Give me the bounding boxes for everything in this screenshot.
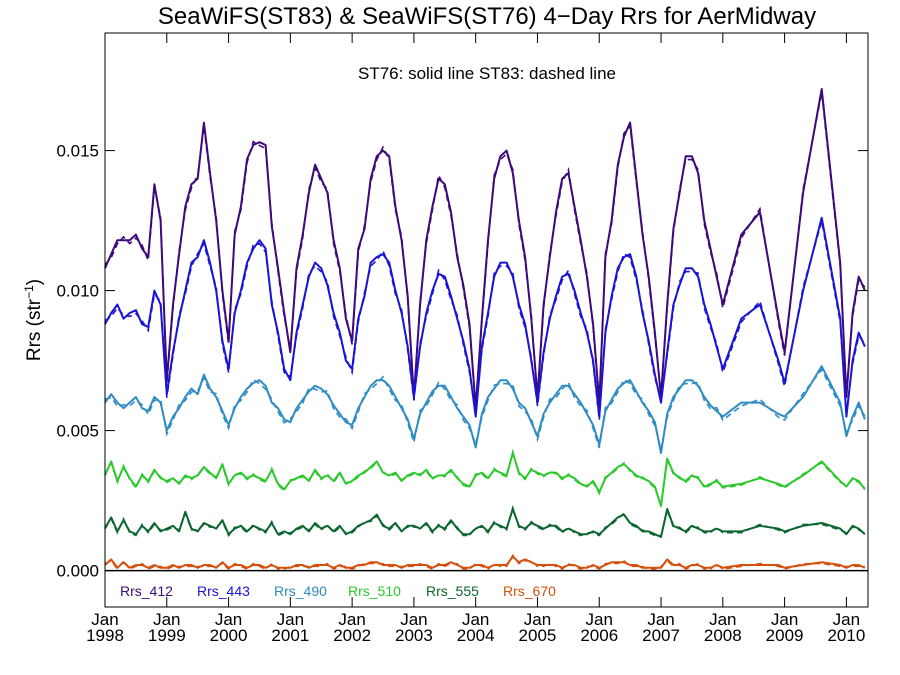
- legend: Rrs_412 Rrs_443 Rrs_490 Rrs_510 Rrs_555 Rrs_6…: [120, 583, 556, 599]
- series-line-rrs-443-solid: [104, 216, 866, 418]
- x-tick-month-label: Jan: [709, 610, 736, 629]
- legend-entry: Rrs_412: [120, 583, 173, 599]
- series-line-rrs-670-dashed: [104, 553, 865, 571]
- x-tick-month-label: Jan: [524, 610, 551, 629]
- x-tick-month-label: Jan: [462, 610, 489, 629]
- y-tick-label: 0.015: [56, 142, 99, 161]
- x-tick-year-label: 2010: [827, 626, 865, 645]
- chart-title: SeaWiFS(ST83) & SeaWiFS(ST76) 4−Day Rrs …: [158, 3, 816, 30]
- x-tick-year-label: 1998: [86, 626, 124, 645]
- x-tick-month-label: Jan: [277, 610, 304, 629]
- series-line-rrs-490-dashed: [104, 368, 866, 450]
- x-tick-month-label: Jan: [400, 610, 427, 629]
- legend-entry: Rrs_510: [348, 583, 401, 599]
- series-line-rrs-510-dashed: [104, 448, 866, 506]
- legend-entry: Rrs_443: [197, 583, 250, 599]
- series-line-rrs-555-dashed: [104, 504, 866, 538]
- x-tick-month-label: Jan: [771, 610, 798, 629]
- series-line-rrs-510-solid: [104, 452, 866, 508]
- x-tick-month-label: Jan: [215, 610, 242, 629]
- x-tick-year-label: 2006: [580, 626, 618, 645]
- series-line-rrs-670-solid: [104, 555, 866, 569]
- x-tick-year-label: 2008: [704, 626, 742, 645]
- x-tick-month-label: Jan: [153, 610, 180, 629]
- x-tick-year-label: 2001: [271, 626, 309, 645]
- x-tick-year-label: 2002: [333, 626, 371, 645]
- x-tick-month-label: Jan: [91, 610, 118, 629]
- series-line-rrs-412-dashed: [104, 92, 866, 407]
- legend-entry: Rrs_555: [426, 583, 479, 599]
- x-tick-year-label: 2009: [766, 626, 804, 645]
- legend-entry: Rrs_670: [503, 583, 556, 599]
- x-tick-month-label: Jan: [586, 610, 613, 629]
- y-axis-label: Rrs (str−1): [22, 279, 45, 361]
- line-style-annotation: ST76: solid line ST83: dashed line: [358, 64, 616, 83]
- y-tick-label: 0.005: [56, 422, 99, 441]
- series-line-rrs-555-solid: [104, 508, 866, 538]
- x-tick-year-label: 2000: [210, 626, 248, 645]
- legend-entry: Rrs_490: [274, 583, 327, 599]
- x-tick-month-label: Jan: [833, 610, 860, 629]
- plot-frame: [104, 32, 869, 608]
- x-tick-year-label: 2004: [457, 626, 495, 645]
- x-tick-year-label: 2003: [395, 626, 433, 645]
- y-tick-label: 0.000: [56, 562, 99, 581]
- x-tick-year-label: 1999: [148, 626, 186, 645]
- x-tick-year-label: 2005: [519, 626, 557, 645]
- y-tick-label: 0.010: [56, 282, 99, 301]
- x-axis: Jan1998Jan1999Jan2000Jan2001Jan2002Jan20…: [86, 33, 865, 645]
- x-tick-year-label: 2007: [642, 626, 680, 645]
- series-line-rrs-490-solid: [104, 365, 866, 454]
- y-axis: 0.000 0.005 0.010 0.015: [56, 142, 868, 581]
- series-layer: [104, 88, 866, 571]
- x-tick-month-label: Jan: [647, 610, 674, 629]
- x-tick-month-label: Jan: [338, 610, 365, 629]
